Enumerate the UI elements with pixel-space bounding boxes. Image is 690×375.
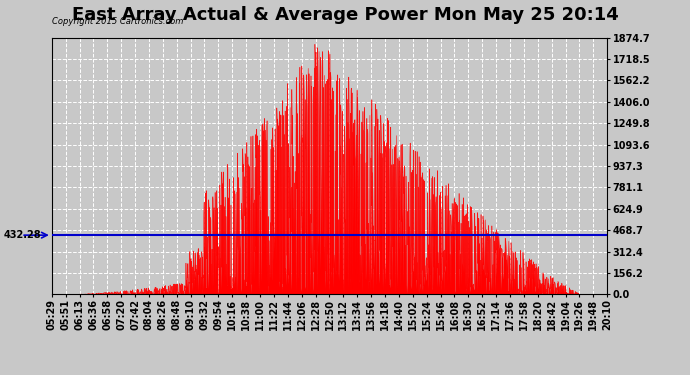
- Text: Copyright 2015 Cartronics.com: Copyright 2015 Cartronics.com: [52, 17, 183, 26]
- Text: East Array Actual & Average Power Mon May 25 20:14: East Array Actual & Average Power Mon Ma…: [72, 6, 618, 24]
- Text: 432.28: 432.28: [3, 230, 41, 240]
